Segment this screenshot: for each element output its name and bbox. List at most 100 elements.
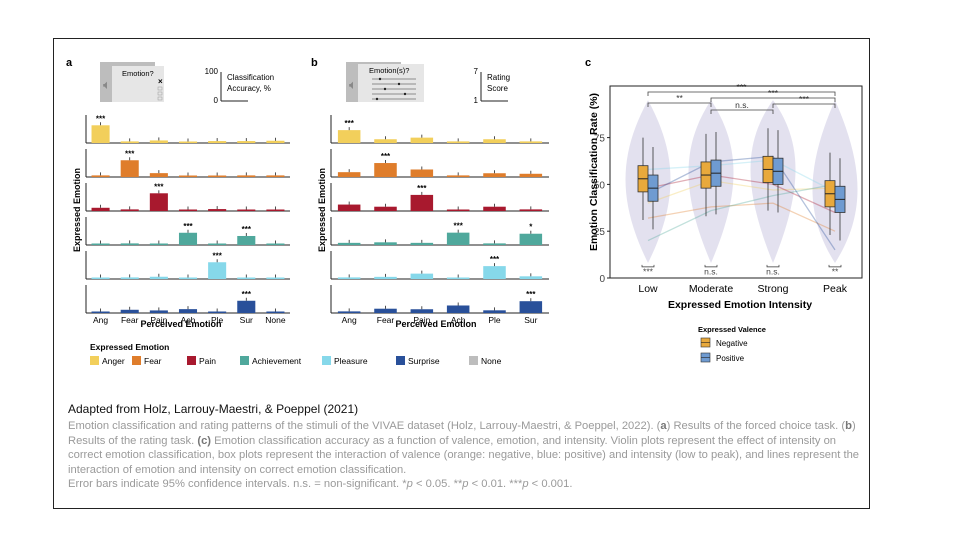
significance-label: ***: [242, 225, 252, 234]
bar: [91, 207, 110, 211]
comparison-label: n.s.: [735, 100, 749, 110]
bar-legend: Anger Fear Pain Achievement Pleasure Surprise…: [90, 356, 502, 366]
significance-label: ***: [490, 255, 500, 264]
bar: [519, 301, 543, 313]
legend-label: Anger: [102, 356, 125, 366]
caption-b: b: [845, 420, 852, 432]
bar: [91, 175, 110, 177]
category-tick-label: Ang: [93, 315, 108, 325]
within-sig-label: ***: [643, 266, 654, 276]
legend-label: Pleasure: [334, 356, 368, 366]
panel-c-ylabel: Emotion Classification Rate (%): [588, 93, 600, 251]
category-tick-label: Ach: [181, 315, 196, 325]
category-tick-label: Strong: [758, 283, 789, 295]
caption-s5: Error bars indicate 95% confidence inter…: [68, 478, 407, 491]
within-sig-label: n.s.: [766, 266, 780, 276]
y-tick-label: 25: [594, 227, 606, 238]
bar: [337, 172, 361, 177]
caption-p1: p: [406, 478, 413, 491]
bar: [446, 305, 470, 313]
category-tick-label: Pain: [413, 315, 430, 325]
panel-a-letter: a: [66, 57, 73, 69]
legend-label: Pain: [199, 356, 216, 366]
comparison-bracket: [647, 91, 836, 96]
bar: [483, 310, 506, 313]
bar: [120, 277, 139, 279]
caption-body: Emotion classification and rating patter…: [68, 419, 868, 492]
significance-label: ***: [344, 119, 354, 128]
panel-a-icon-label: Emotion?: [122, 69, 154, 78]
panel-c-chart: 0 25 50 75 *** Low n.s. Moderate n.s. Strong ** Pea…: [594, 82, 863, 295]
interaction-line: [647, 159, 836, 193]
legend-swatch: [322, 356, 331, 365]
bar: [178, 141, 198, 143]
valence-legend: Negative Positive: [700, 337, 748, 363]
bar: [337, 277, 361, 279]
significance-label: ***: [212, 251, 222, 260]
caption-s4: Emotion classification accuracy as a fun…: [68, 434, 860, 476]
panel-b-bar-chart: ************ *******Ang Fear Pain Ach Ple Sur: [330, 115, 549, 325]
bar: [91, 277, 110, 279]
bar: [237, 175, 256, 177]
panel-b-xlabel: Perceived Emotion: [395, 319, 476, 329]
interaction-line: [647, 179, 836, 204]
bar: [410, 309, 434, 313]
bar: [237, 277, 256, 279]
panel-a-ylabel: Expressed Emotion: [72, 168, 82, 252]
bar: [91, 243, 110, 245]
bar: [519, 141, 543, 143]
panel-a-xlabel: Perceived Emotion: [140, 319, 221, 329]
bar: [266, 277, 285, 279]
bar: [149, 243, 168, 245]
valence-label: Positive: [716, 354, 745, 363]
speaker-icon: 🔈︎: [103, 77, 111, 92]
category-tick-label: Peak: [823, 283, 848, 295]
significance-label: ***: [381, 152, 391, 161]
significance-label: *: [529, 223, 533, 232]
within-bracket: [704, 264, 718, 268]
bar: [446, 277, 470, 279]
bar: [337, 242, 361, 245]
bar: [374, 308, 397, 313]
panel-a-scale-title-1: Classification: [227, 73, 274, 82]
bar: [374, 163, 397, 177]
within-bracket: [828, 264, 842, 268]
legend-swatch: [469, 356, 478, 365]
bar: [266, 243, 285, 245]
bar: [208, 141, 227, 143]
y-tick-label: 75: [594, 134, 606, 145]
bar: [374, 242, 397, 245]
panel-b-task-icon: 🔈︎ Emotion(s)?: [346, 62, 424, 102]
significance-label: ***: [417, 184, 427, 193]
legend-label: Surprise: [408, 356, 440, 366]
y-tick-label: 50: [594, 180, 606, 191]
bar: [178, 309, 198, 313]
caption-s2: ) Results of the forced choice task. (: [666, 420, 846, 432]
comparison-bracket: [772, 103, 836, 108]
slide-frame: [53, 38, 870, 509]
bar: [483, 266, 506, 279]
panel-b-scale-title-2: Score: [487, 84, 508, 93]
bar: [410, 273, 434, 279]
bar: [237, 300, 256, 313]
y-tick-label: 0: [599, 274, 605, 285]
caption-s6: < 0.05. **: [412, 478, 463, 491]
category-tick-label: Ang: [342, 315, 357, 325]
bar: [149, 140, 168, 143]
bar: [446, 209, 470, 211]
bar: [519, 233, 543, 245]
significance-label: ***: [96, 114, 106, 123]
legend-label: None: [481, 356, 502, 366]
bar: [237, 209, 256, 211]
comparison-bracket: [710, 109, 774, 114]
bar: [483, 139, 506, 143]
bar: [446, 232, 470, 245]
bar: [374, 276, 397, 279]
bar: [208, 209, 227, 211]
comparison-bracket: [710, 97, 836, 102]
bar: [178, 277, 198, 279]
legend-label: Achievement: [252, 356, 302, 366]
bar: [337, 311, 361, 313]
bar: [374, 139, 397, 143]
svg-text:×: ×: [158, 77, 163, 86]
